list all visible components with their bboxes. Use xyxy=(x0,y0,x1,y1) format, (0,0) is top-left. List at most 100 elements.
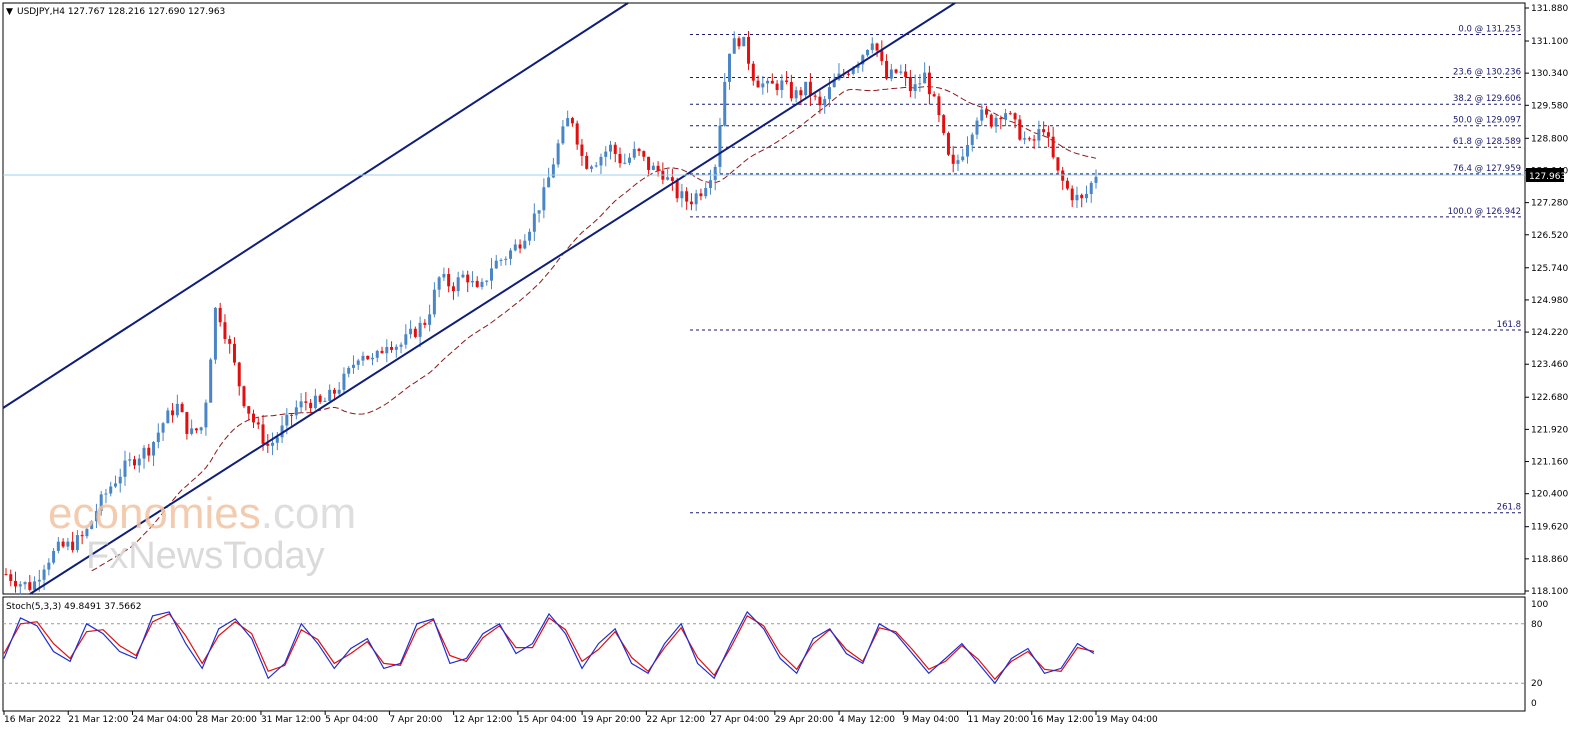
candle-bull xyxy=(680,191,684,199)
candle-bear xyxy=(261,424,265,444)
price-tick-label: 126.520 xyxy=(1531,231,1568,241)
candle-bull xyxy=(394,346,398,350)
candle-bull xyxy=(47,562,51,570)
candle-bull xyxy=(732,38,736,54)
candle-bull xyxy=(965,144,969,157)
candle-bull xyxy=(628,157,632,163)
candle-bull xyxy=(561,126,565,144)
time-tick-label: 29 Apr 20:00 xyxy=(775,715,834,725)
candle-bear xyxy=(813,95,817,97)
candle-bear xyxy=(194,428,198,431)
candle-bull xyxy=(361,355,365,361)
candle-bull xyxy=(899,71,903,73)
fib-level-label: 161.8 xyxy=(1497,320,1521,330)
candle-bull xyxy=(461,274,465,278)
candle-bull xyxy=(608,144,612,152)
candle-bear xyxy=(885,60,889,79)
price-tick-label: 121.160 xyxy=(1531,458,1568,468)
candle-bull xyxy=(156,432,160,443)
candle-bear xyxy=(252,413,256,423)
candle-bear xyxy=(647,156,651,170)
candle-bull xyxy=(480,281,484,287)
candle-bull xyxy=(190,428,194,434)
candle-bull xyxy=(889,69,893,79)
time-tick-label: 31 Mar 12:00 xyxy=(261,715,321,725)
candle-bull xyxy=(494,260,498,269)
stoch-signal-line xyxy=(3,613,1095,681)
fib-level-label: 61.8 @ 128.589 xyxy=(1453,137,1521,147)
candle-bear xyxy=(1008,113,1012,115)
candle-bear xyxy=(756,80,760,88)
stoch-main-line xyxy=(3,610,1095,685)
candle-bear xyxy=(685,191,689,202)
candle-bear xyxy=(451,286,455,292)
candle-bear xyxy=(247,406,251,414)
candle-bull xyxy=(704,188,708,197)
time-tick-label: 9 May 04:00 xyxy=(903,715,959,725)
candle-bull xyxy=(18,584,22,587)
candle-bull xyxy=(832,79,836,88)
candle-bull xyxy=(271,442,275,446)
time-tick-label: 21 Mar 12:00 xyxy=(68,715,128,725)
price-tick-label: 120.400 xyxy=(1531,490,1568,500)
candle-bull xyxy=(371,357,375,360)
candle-bear xyxy=(309,402,313,409)
candle-bull xyxy=(918,83,922,85)
candle-bull xyxy=(137,458,141,466)
fib-level-label: 261.8 xyxy=(1497,503,1521,513)
candle-bear xyxy=(946,133,950,155)
candle-bear xyxy=(789,81,793,99)
candle-bull xyxy=(1084,193,1088,199)
symbol-arrow-icon[interactable]: ▼ xyxy=(6,7,13,17)
candle-bear xyxy=(266,443,270,446)
candle-bear xyxy=(785,80,789,82)
candle-bull xyxy=(913,84,917,92)
candle-bear xyxy=(618,153,622,164)
candle-bull xyxy=(532,213,536,232)
candle-bear xyxy=(171,410,175,416)
candle-bull xyxy=(275,437,279,443)
candle-bear xyxy=(580,144,584,156)
candle-bear xyxy=(880,50,884,61)
candle-bear xyxy=(613,144,617,154)
candle-bear xyxy=(908,76,912,92)
candle-bear xyxy=(223,322,227,340)
candle-bear xyxy=(28,582,32,590)
candle-bear xyxy=(1070,188,1074,201)
candle-bull xyxy=(399,344,403,347)
candle-bull xyxy=(99,494,103,512)
candle-bear xyxy=(232,343,236,363)
time-tick-label: 15 Apr 04:00 xyxy=(518,715,577,725)
candle-bear xyxy=(570,118,574,124)
candle-bull xyxy=(509,250,513,259)
time-tick-label: 11 May 20:00 xyxy=(968,715,1030,725)
candle-bear xyxy=(751,63,755,81)
candle-bear xyxy=(937,96,941,116)
candle-bull xyxy=(1075,194,1079,201)
candle-bear xyxy=(1080,194,1084,199)
candle-bull xyxy=(827,87,831,100)
candlesticks xyxy=(4,30,1098,595)
candle-bull xyxy=(456,277,460,292)
candle-bear xyxy=(808,81,812,96)
candle-bull xyxy=(313,395,317,409)
candle-bull xyxy=(632,148,636,158)
candle-bull xyxy=(599,156,603,166)
time-tick-label: 27 Apr 04:00 xyxy=(711,715,770,725)
candle-bear xyxy=(180,403,184,413)
candle-bear xyxy=(1013,113,1017,120)
candle-bear xyxy=(818,96,822,106)
candle-bull xyxy=(651,165,655,170)
candle-bull xyxy=(470,280,474,283)
candle-bear xyxy=(14,580,18,587)
stoch-label: Stoch(5,3,3) 49.8491 37.5662 xyxy=(6,602,141,612)
candle-bear xyxy=(637,148,641,152)
candle-bull xyxy=(299,401,303,408)
candle-bear xyxy=(1065,180,1069,189)
candle-bear xyxy=(318,395,322,402)
candle-bull xyxy=(780,80,784,90)
candle-bull xyxy=(970,134,974,145)
current-price-badge xyxy=(1526,168,1564,182)
candle-bear xyxy=(147,447,151,456)
candle-bull xyxy=(432,289,436,315)
